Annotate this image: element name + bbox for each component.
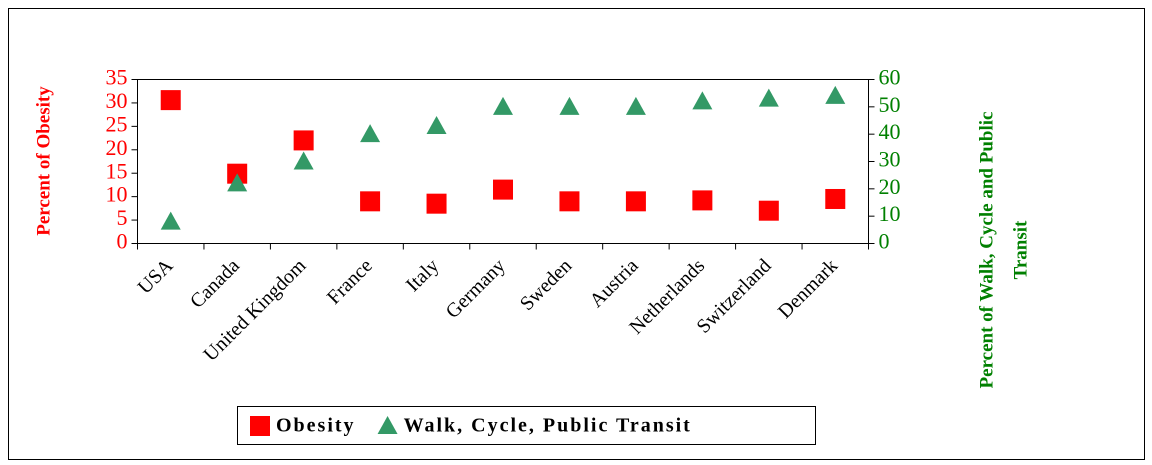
y2-tick-label: 20	[879, 174, 901, 199]
point	[360, 191, 381, 212]
point	[493, 179, 513, 200]
point	[692, 91, 713, 110]
point	[625, 96, 646, 115]
y-tick-label: 35	[106, 65, 128, 90]
y-tick-label: 20	[106, 135, 128, 160]
y-axis-title: Percent of Obesity	[33, 86, 54, 236]
point	[250, 416, 270, 436]
point	[160, 211, 181, 230]
y-tick-label: 15	[106, 158, 128, 183]
chart-frame	[8, 8, 1145, 460]
point	[758, 200, 779, 221]
point	[559, 96, 580, 115]
point	[493, 96, 513, 115]
point	[426, 115, 447, 134]
point	[426, 193, 447, 214]
y-tick-label: 0	[117, 229, 128, 254]
y2-axis-title: Percent of Walk, Cycle and Public	[976, 112, 997, 389]
y2-tick-label: 0	[879, 229, 890, 254]
point	[360, 124, 381, 143]
point	[758, 88, 779, 107]
point	[293, 151, 314, 170]
y2-tick-label: 60	[879, 65, 901, 90]
legend-label: Obesity	[276, 415, 356, 437]
y-tick-label: 25	[106, 111, 128, 136]
y2-tick-label: 50	[879, 92, 901, 117]
y-tick-label: 5	[117, 205, 128, 230]
y2-tick-label: 30	[879, 147, 901, 172]
y2-tick-label: 10	[879, 201, 901, 226]
point	[825, 85, 846, 104]
point	[625, 191, 646, 212]
legend-box	[237, 406, 816, 445]
point	[293, 130, 314, 151]
point	[160, 90, 181, 111]
point	[825, 188, 846, 209]
point	[377, 416, 398, 434]
point	[559, 191, 580, 212]
y2-tick-label: 40	[879, 119, 901, 144]
y-tick-label: 30	[106, 88, 128, 113]
y-tick-label: 10	[106, 182, 128, 207]
y2-axis-title: Transit	[1010, 220, 1031, 279]
legend-label: Walk, Cycle, Public Transit	[404, 415, 692, 437]
point	[692, 190, 713, 211]
point	[227, 173, 248, 192]
